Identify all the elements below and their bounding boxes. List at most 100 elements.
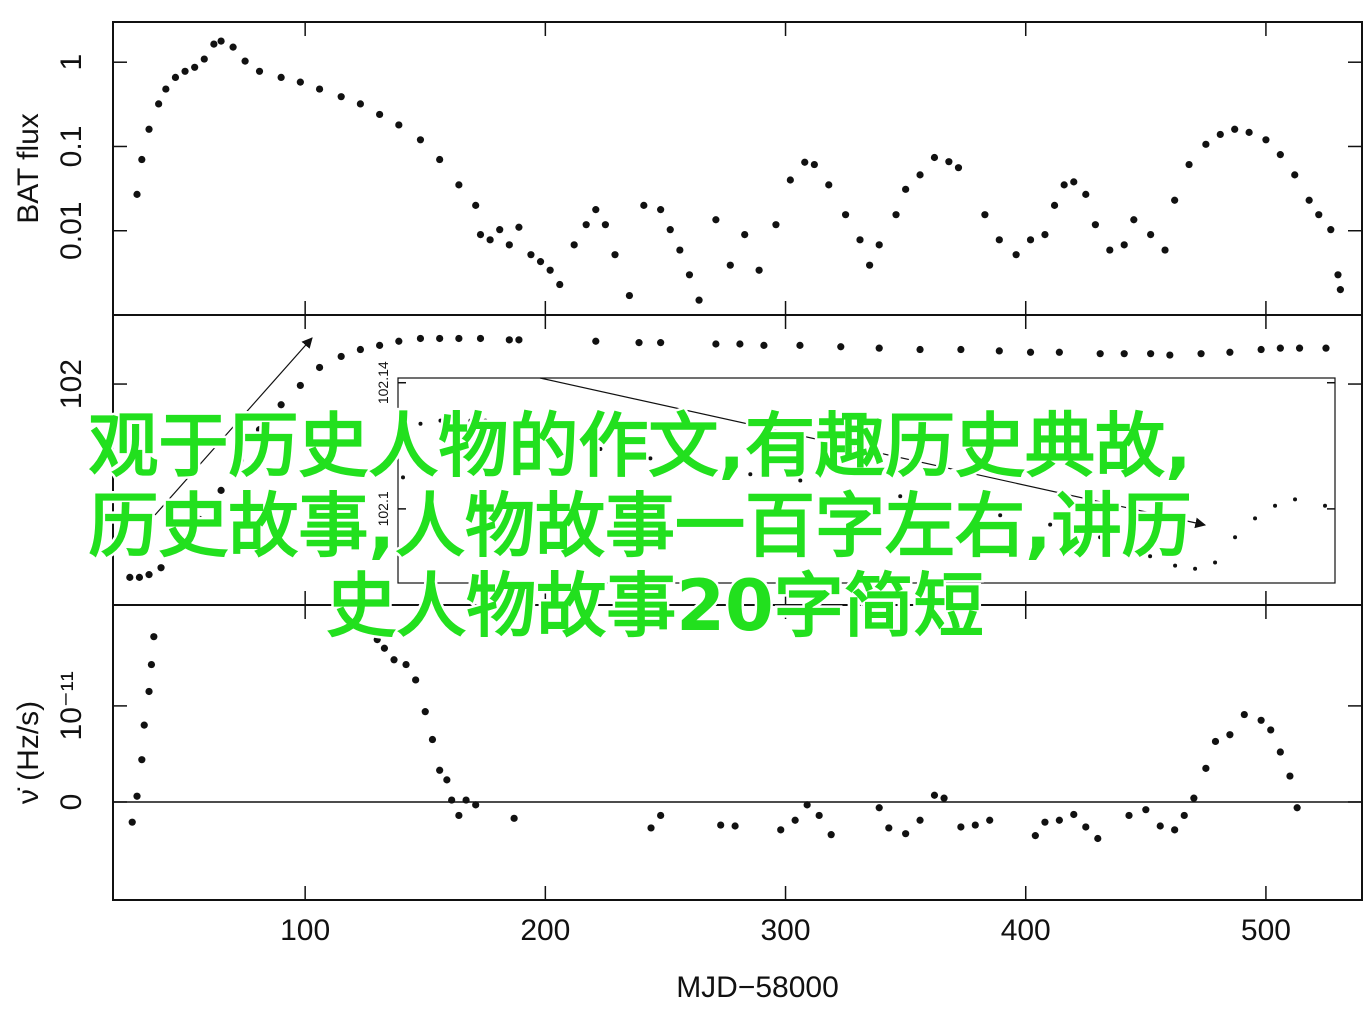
data-point (476, 230, 485, 239)
data-point (657, 811, 665, 820)
data-point (128, 818, 136, 826)
data-point (695, 296, 703, 304)
data-point (195, 515, 204, 523)
data-point (1315, 211, 1323, 219)
data-point (815, 811, 823, 820)
data-point (1267, 726, 1275, 734)
data-point (657, 206, 665, 214)
data-point (848, 487, 853, 492)
data-point (825, 181, 833, 189)
data-point (916, 345, 924, 354)
data-point (191, 63, 199, 71)
data-point (885, 824, 893, 832)
data-point (1082, 823, 1090, 831)
data-point (916, 816, 924, 824)
data-point (1180, 811, 1188, 820)
data-point (1257, 716, 1265, 724)
data-point (498, 428, 503, 433)
data-point (1293, 497, 1298, 502)
y-tick-label: 102.1 (375, 491, 391, 526)
data-point (798, 478, 803, 483)
data-point (210, 40, 218, 48)
panel-frame (112, 604, 1363, 901)
data-point (1026, 348, 1035, 356)
data-point (373, 635, 381, 644)
data-point (416, 334, 425, 343)
data-point (957, 345, 965, 354)
data-point (1231, 125, 1239, 133)
data-point (1211, 737, 1220, 746)
data-point (1142, 806, 1150, 814)
data-point (803, 801, 811, 809)
data-point (296, 381, 304, 390)
data-point (1286, 772, 1294, 780)
data-point (995, 347, 1003, 355)
data-point (1276, 344, 1284, 352)
data-point (1026, 236, 1035, 244)
data-point (468, 418, 473, 423)
data-point (1323, 503, 1328, 508)
y-tick-label: 1 (55, 54, 88, 71)
data-point (1096, 350, 1104, 358)
data-point (570, 241, 578, 249)
data-point (1041, 818, 1049, 826)
data-point (133, 792, 141, 800)
data-point (1161, 246, 1169, 254)
data-point (940, 794, 948, 802)
data-point (930, 791, 939, 799)
data-point (1082, 190, 1090, 198)
data-point (255, 67, 264, 75)
data-point (875, 241, 883, 249)
x-tick-label: 200 (520, 914, 570, 947)
data-point (1226, 348, 1234, 356)
data-point (1130, 216, 1138, 224)
data-point (712, 216, 720, 224)
data-point (1120, 350, 1128, 358)
data-point (376, 110, 384, 119)
data-point (748, 472, 753, 477)
data-point (421, 708, 429, 716)
y-tick-label: 102.14 (375, 361, 391, 404)
data-point (712, 340, 720, 348)
data-point (147, 660, 156, 669)
data-point (1202, 140, 1210, 148)
data-point (133, 190, 141, 198)
panel-frame (112, 21, 1363, 316)
data-point (556, 280, 564, 289)
data-point (640, 201, 648, 209)
data-point (412, 676, 420, 684)
data-point (1327, 226, 1335, 234)
x-tick-label: 500 (1241, 914, 1291, 947)
data-point (611, 251, 619, 259)
data-point (455, 181, 463, 189)
data-point (1091, 221, 1099, 229)
data-point (995, 236, 1003, 244)
data-point (1070, 810, 1078, 819)
data-point (462, 796, 470, 804)
data-point (527, 251, 535, 259)
data-point (1334, 271, 1342, 279)
data-point (418, 421, 423, 426)
data-point (138, 756, 146, 764)
data-point (436, 766, 444, 774)
data-point (772, 221, 780, 229)
data-point (505, 241, 513, 249)
data-point (157, 564, 165, 572)
data-point (380, 644, 389, 652)
data-point (902, 185, 910, 193)
data-point (698, 465, 703, 470)
data-point (1166, 351, 1174, 359)
data-point (455, 811, 463, 820)
data-point (731, 822, 739, 830)
data-point (930, 153, 939, 162)
data-point (875, 344, 883, 352)
data-point (536, 258, 545, 266)
data-point (472, 801, 480, 809)
data-point (455, 334, 463, 343)
data-point (736, 340, 744, 348)
data-point (1041, 230, 1049, 239)
data-point (601, 221, 609, 229)
data-point (162, 85, 170, 93)
